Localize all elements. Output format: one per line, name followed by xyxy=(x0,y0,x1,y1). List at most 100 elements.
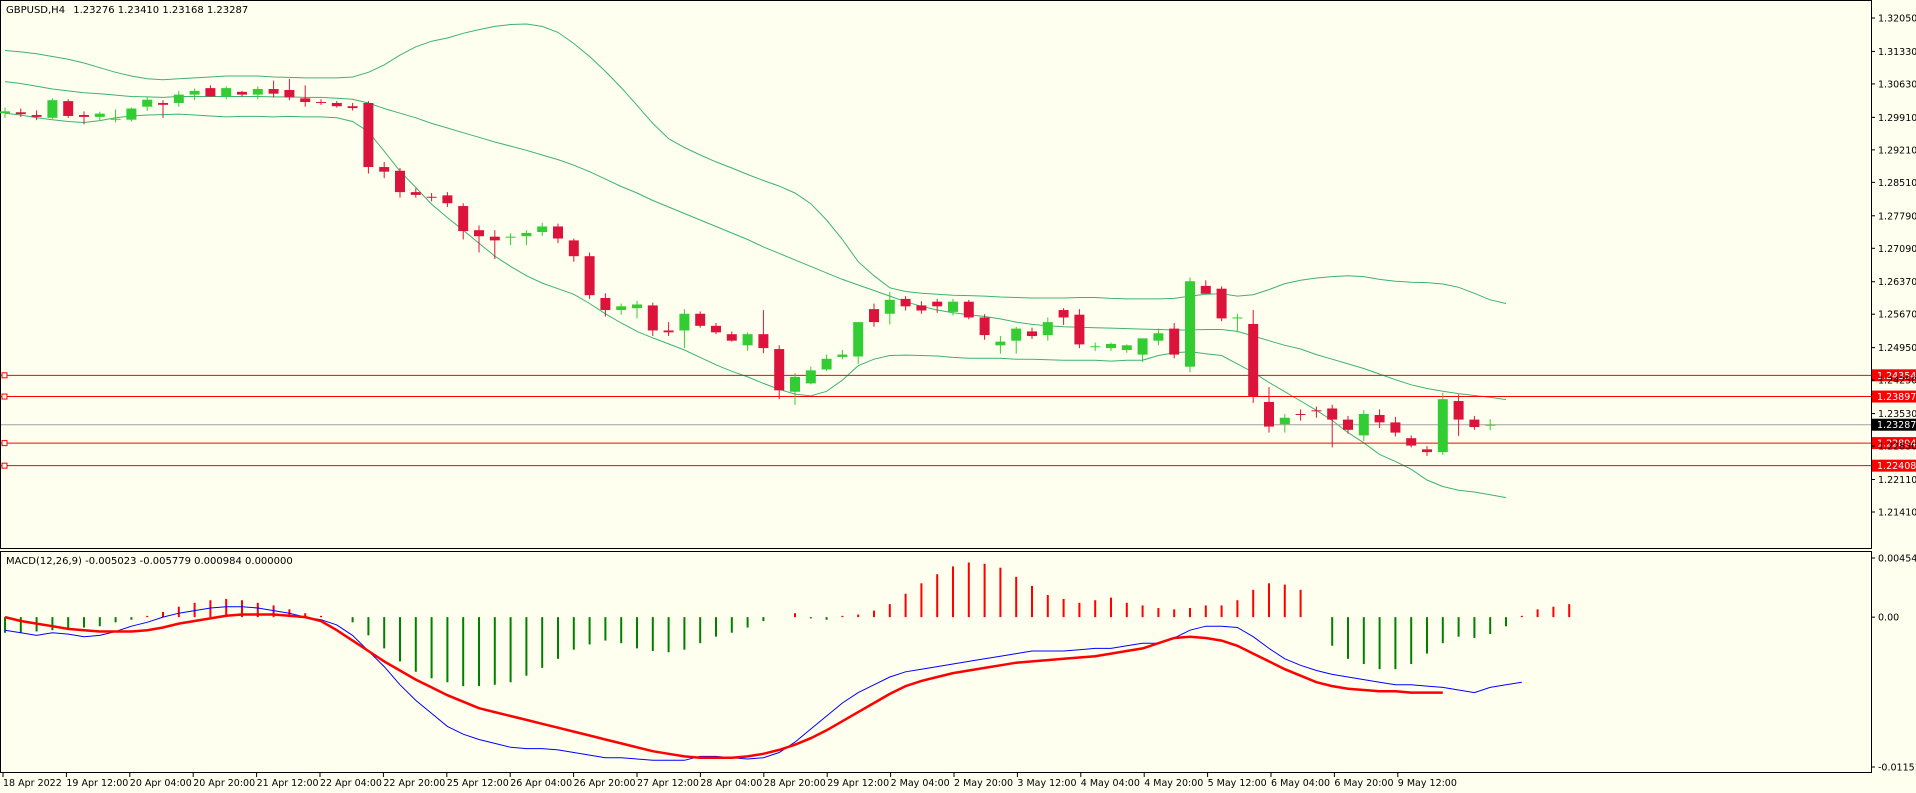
level-price-label: 1.22894 xyxy=(1877,439,1916,450)
candle-body xyxy=(94,113,105,117)
candle xyxy=(1390,416,1401,437)
candle-body xyxy=(948,301,958,312)
ohlc-values: 1.23276 1.23410 1.23168 1.23287 xyxy=(73,5,248,16)
time-tick-label: 20 Apr 20:00 xyxy=(193,778,255,789)
candle-body xyxy=(553,226,563,239)
time-tick-label: 21 Apr 12:00 xyxy=(257,778,319,789)
candle xyxy=(410,188,421,198)
candle-body xyxy=(600,297,611,311)
candle-body xyxy=(1121,345,1132,350)
horizontal-levels[interactable]: 1.24354 1.23897 1.22894 1.22408 1.23287 xyxy=(1,369,1916,472)
time-tick-label: 3 May 12:00 xyxy=(1017,778,1076,789)
candle xyxy=(126,107,137,122)
candle-body xyxy=(821,358,832,370)
price-tick-label: 1.23530 xyxy=(1878,409,1916,420)
candle xyxy=(1074,309,1085,349)
candle xyxy=(47,98,58,119)
price-tick-label: 1.22830 xyxy=(1878,442,1916,453)
time-tick-label: 5 May 12:00 xyxy=(1208,778,1267,789)
candle-body xyxy=(300,98,311,103)
candle xyxy=(284,78,295,101)
candle xyxy=(1374,409,1385,428)
candle xyxy=(1216,286,1227,322)
candle xyxy=(948,298,958,316)
candle xyxy=(1485,419,1496,431)
candle-body xyxy=(173,94,184,103)
price-tick-label: 1.27790 xyxy=(1878,211,1916,222)
candle-body xyxy=(1027,331,1037,337)
candle-body xyxy=(0,111,10,114)
candle xyxy=(221,86,232,100)
candle xyxy=(695,311,706,328)
level-price-label: 1.24354 xyxy=(1877,371,1916,382)
level-handle[interactable] xyxy=(1,462,8,469)
level-price-tag xyxy=(1872,437,1916,450)
time-tick-label: 26 Apr 04:00 xyxy=(510,778,572,789)
price-tick-label: 1.24950 xyxy=(1878,343,1916,354)
candle xyxy=(316,99,326,105)
candle-body xyxy=(79,115,89,117)
candle xyxy=(458,203,469,240)
candle xyxy=(616,303,627,315)
candle-body xyxy=(1390,422,1401,433)
candle-body xyxy=(1232,317,1243,319)
band-upper xyxy=(4,23,1507,304)
level-price-label: 1.22408 xyxy=(1877,461,1916,472)
candle xyxy=(1106,342,1116,351)
candle-body xyxy=(963,301,974,318)
candle xyxy=(505,233,516,246)
candle-body xyxy=(932,301,943,307)
candle-body xyxy=(837,354,848,357)
candle-body xyxy=(647,305,658,331)
candle xyxy=(15,108,26,117)
price-tick-label: 1.26370 xyxy=(1878,277,1916,288)
candle xyxy=(426,193,437,202)
price-tick-label: 1.27090 xyxy=(1878,244,1916,255)
candle-body xyxy=(758,334,769,349)
candle xyxy=(442,192,453,207)
candle xyxy=(395,167,405,198)
candle xyxy=(1279,414,1290,433)
candle xyxy=(963,299,974,320)
candle xyxy=(363,101,374,174)
candle-body xyxy=(900,298,911,307)
candle-body xyxy=(1216,288,1227,319)
candle-body xyxy=(742,334,753,346)
time-tick-label: 6 May 20:00 xyxy=(1334,778,1393,789)
candle-body xyxy=(379,167,390,172)
candle xyxy=(774,345,785,400)
level-handle[interactable] xyxy=(1,393,8,400)
candle xyxy=(331,101,342,108)
candle xyxy=(1121,344,1132,353)
candle xyxy=(805,366,816,385)
candle-body xyxy=(1264,401,1274,427)
candle xyxy=(790,373,800,405)
candle-body xyxy=(1058,310,1069,318)
candle-body xyxy=(395,170,405,193)
candle xyxy=(1343,415,1353,434)
level-handle[interactable] xyxy=(1,440,8,447)
candle xyxy=(1090,342,1101,351)
level-handle[interactable] xyxy=(1,372,8,379)
level-price-tag xyxy=(1872,459,1916,472)
candle-body xyxy=(110,118,121,120)
macd-tick-label: -0.011517 xyxy=(1878,763,1916,774)
candle-body xyxy=(31,115,42,117)
candle xyxy=(916,301,927,314)
macd-line xyxy=(4,606,1522,761)
price-tick-label: 1.30630 xyxy=(1878,79,1916,90)
candle-body xyxy=(695,313,706,326)
candle-body xyxy=(884,299,895,314)
candle-body xyxy=(1090,346,1101,348)
candle xyxy=(568,238,579,262)
candle xyxy=(237,90,247,97)
candle-body xyxy=(726,334,737,341)
candle xyxy=(1327,404,1338,448)
candle-body xyxy=(521,232,532,237)
candle-body xyxy=(774,349,785,391)
candle-body xyxy=(663,330,674,333)
candle-body xyxy=(1358,414,1369,436)
candle xyxy=(537,222,548,236)
candle-body xyxy=(1406,438,1417,446)
